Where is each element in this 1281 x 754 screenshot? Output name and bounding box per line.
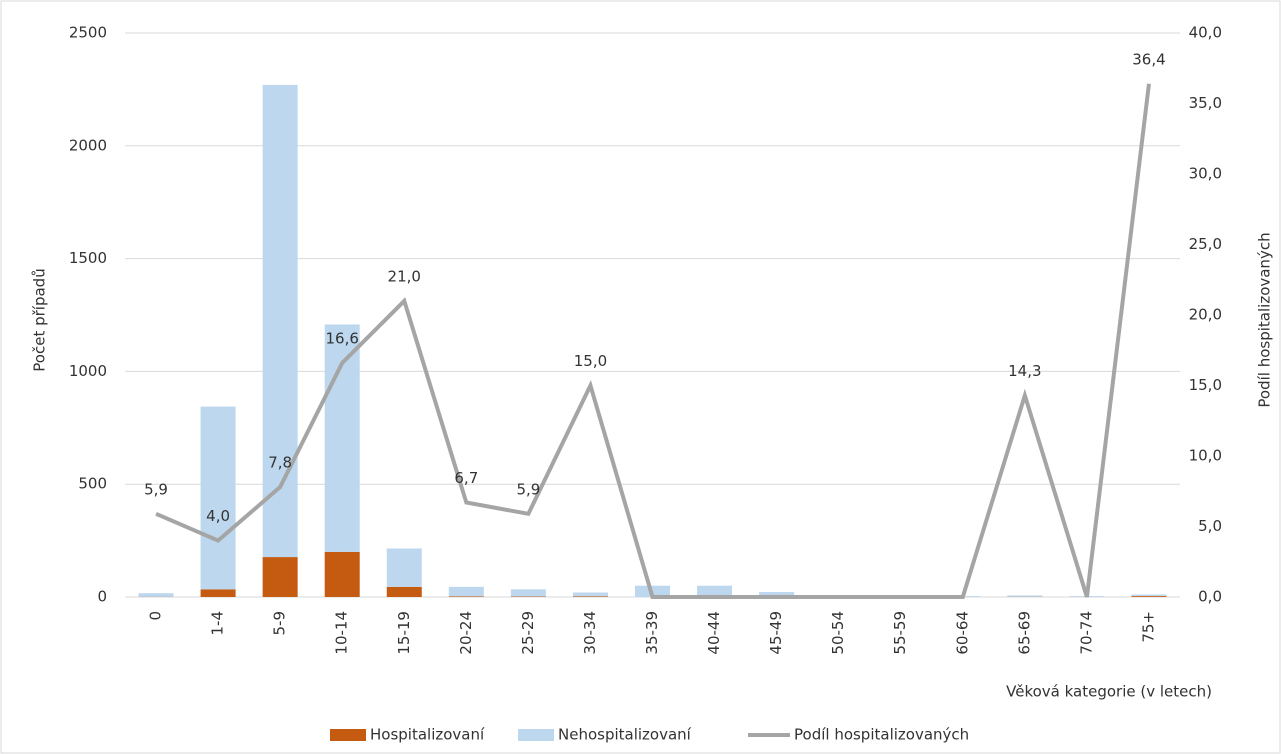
legend-swatch bbox=[518, 729, 554, 741]
y-tick-label: 2000 bbox=[69, 136, 107, 154]
x-tick-label: 10-14 bbox=[333, 611, 351, 655]
y2-axis-label: Podíl hospitalizovaných bbox=[1256, 232, 1274, 407]
x-tick-label: 5-9 bbox=[271, 611, 289, 636]
x-tick-label: 20-24 bbox=[457, 611, 475, 655]
x-tick-label: 60-64 bbox=[953, 611, 971, 655]
bar bbox=[262, 557, 298, 597]
bar bbox=[448, 596, 484, 597]
bar bbox=[1131, 596, 1167, 597]
x-tick-label: 65-69 bbox=[1015, 611, 1033, 655]
bar bbox=[386, 586, 422, 597]
y2-tick-label: 25,0 bbox=[1189, 235, 1222, 253]
bar bbox=[262, 84, 298, 558]
data-label: 36,4 bbox=[1132, 50, 1165, 68]
x-tick-label: 30-34 bbox=[581, 611, 599, 655]
y2-tick-label: 15,0 bbox=[1189, 376, 1222, 394]
bar bbox=[572, 592, 608, 597]
x-tick-label: 0 bbox=[147, 611, 165, 621]
data-label: 15,0 bbox=[574, 352, 607, 370]
y2-tick-label: 20,0 bbox=[1189, 306, 1222, 324]
y2-tick-label: 35,0 bbox=[1189, 94, 1222, 112]
line bbox=[155, 83, 1151, 599]
x-tick-label: 1-4 bbox=[209, 611, 227, 636]
data-label: 6,7 bbox=[454, 469, 478, 487]
y-tick-label: 0 bbox=[97, 588, 107, 606]
y2-tick-label: 40,0 bbox=[1189, 24, 1222, 42]
x-tick-label: 15-19 bbox=[395, 611, 413, 655]
x-tick-label: 70-74 bbox=[1077, 611, 1095, 655]
bar bbox=[759, 592, 795, 597]
data-label: 21,0 bbox=[388, 267, 421, 285]
y2-tick-label: 30,0 bbox=[1189, 165, 1222, 183]
x-axis-label: Věková kategorie (v letech) bbox=[1006, 683, 1212, 701]
data-label: 16,6 bbox=[326, 329, 359, 347]
data-label: 5,9 bbox=[516, 480, 540, 498]
bar bbox=[510, 589, 546, 597]
bar bbox=[386, 548, 422, 587]
bar bbox=[200, 406, 236, 590]
bar bbox=[324, 551, 360, 597]
x-tick-label: 25-29 bbox=[519, 611, 537, 655]
y2-tick-label: 0,0 bbox=[1198, 588, 1222, 606]
y-tick-label: 2500 bbox=[69, 24, 107, 42]
bar bbox=[1131, 594, 1167, 597]
bar bbox=[200, 589, 236, 597]
legend-swatch bbox=[330, 729, 366, 741]
y-tick-label: 1500 bbox=[69, 249, 107, 267]
data-label: 5,9 bbox=[144, 480, 168, 498]
x-tick-label: 55-59 bbox=[891, 611, 909, 655]
y-axis-label: Počet případů bbox=[31, 268, 49, 371]
y2-tick-label: 5,0 bbox=[1198, 517, 1222, 535]
bar bbox=[324, 324, 360, 552]
bar bbox=[138, 593, 174, 597]
legend-label: Hospitalizovaní bbox=[370, 726, 485, 744]
legend-label: Podíl hospitalizovaných bbox=[794, 726, 969, 744]
x-tick-label: 50-54 bbox=[829, 611, 847, 655]
x-tick-label: 35-39 bbox=[643, 611, 661, 655]
bar bbox=[448, 586, 484, 597]
x-tick-label: 75+ bbox=[1139, 611, 1157, 643]
data-label: 14,3 bbox=[1008, 362, 1041, 380]
bar bbox=[572, 596, 608, 597]
x-tick-label: 45-49 bbox=[767, 611, 785, 655]
y-tick-label: 500 bbox=[78, 475, 107, 493]
y-tick-label: 1000 bbox=[69, 362, 107, 380]
legend-label: Nehospitalizovaní bbox=[558, 726, 692, 744]
bar bbox=[1007, 595, 1043, 597]
data-label: 4,0 bbox=[206, 507, 230, 525]
y2-tick-label: 10,0 bbox=[1189, 447, 1222, 465]
bar bbox=[697, 585, 733, 597]
x-tick-label: 40-44 bbox=[705, 611, 723, 655]
data-label: 7,8 bbox=[268, 454, 292, 472]
